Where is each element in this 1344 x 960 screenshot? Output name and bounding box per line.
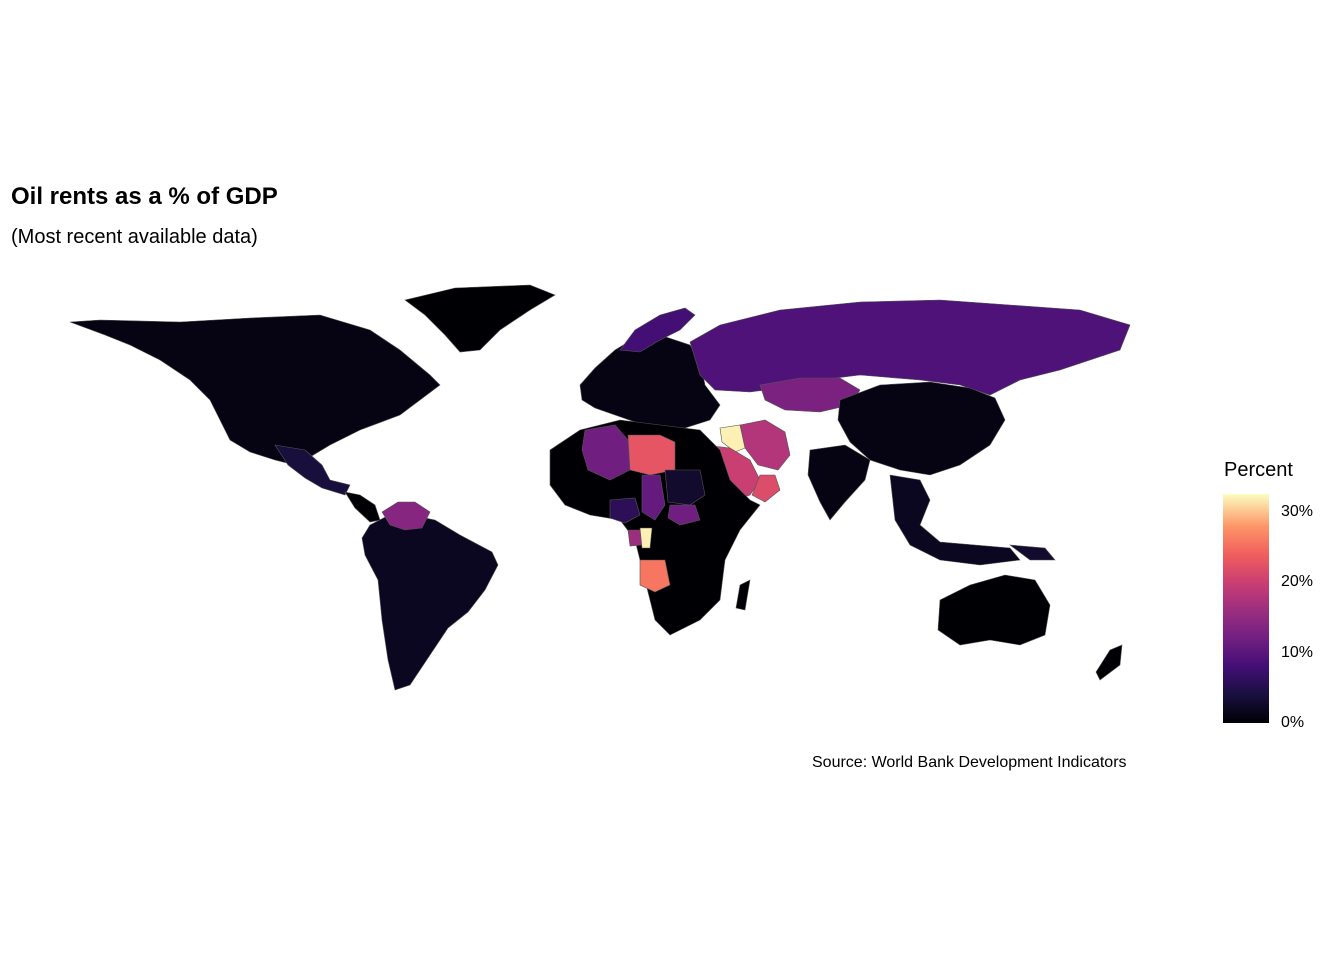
region-nigeria — [609, 497, 641, 524]
region-madagascar — [735, 579, 751, 611]
region-oman — [751, 474, 781, 503]
region-greenland — [404, 284, 556, 353]
region-venezuela — [381, 501, 431, 531]
region-india — [807, 444, 871, 521]
region-gabon — [627, 529, 643, 547]
legend-label: 10% — [1281, 644, 1314, 661]
source-caption: Source: World Bank Development Indicator… — [812, 754, 1127, 771]
legend-tick — [1269, 512, 1275, 513]
region-libya — [627, 434, 676, 476]
region-algeria — [581, 424, 631, 481]
legend-colorbar — [1223, 494, 1269, 723]
legend-label: 0% — [1281, 714, 1305, 731]
region-chad — [641, 474, 666, 521]
region-central-america — [344, 491, 381, 523]
region-angola — [639, 559, 671, 593]
legend-label: 30% — [1281, 503, 1314, 520]
region-norway — [619, 307, 696, 353]
region-south-america — [361, 511, 499, 691]
region-sudan — [664, 469, 706, 506]
region-southeast-asia — [889, 474, 1021, 566]
legend-title: Percent — [1224, 459, 1293, 481]
legend-tick — [1269, 723, 1275, 724]
region-mexico — [274, 444, 351, 496]
region-australia — [937, 574, 1051, 646]
world-map — [69, 284, 1131, 691]
chart-title: Oil rents as a % of GDP — [11, 183, 278, 210]
legend-tick — [1269, 582, 1275, 583]
region-papua-new-guinea — [1008, 544, 1056, 561]
region-russia — [689, 299, 1131, 396]
legend-label: 20% — [1281, 573, 1314, 590]
legend-tick — [1269, 653, 1275, 654]
chart-subtitle: (Most recent available data) — [11, 226, 258, 248]
region-iran — [739, 419, 791, 471]
region-iraq — [719, 424, 746, 453]
region-north-america — [69, 314, 441, 466]
region-new-zealand — [1095, 644, 1123, 681]
region-china — [837, 381, 1006, 476]
region-south-sudan — [667, 504, 701, 526]
region-congo — [639, 527, 653, 549]
